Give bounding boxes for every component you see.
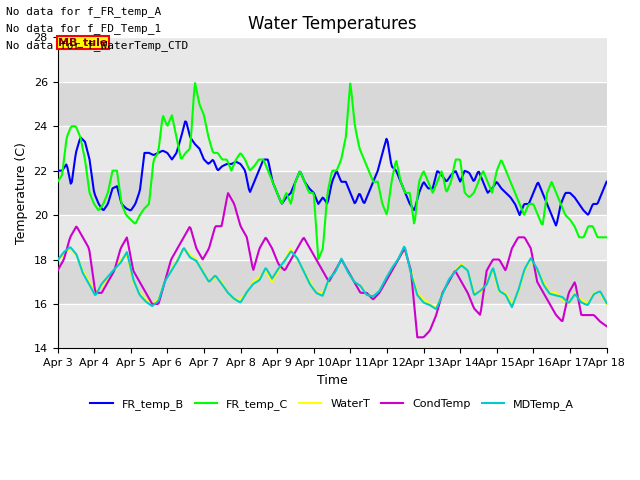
MDTemp_A — [400, 244, 408, 250]
FR_temp_B — [316, 200, 323, 205]
Text: MB_tule: MB_tule — [58, 37, 108, 48]
WaterT — [381, 279, 389, 285]
CondTemp — [224, 190, 232, 196]
CondTemp — [381, 279, 389, 285]
FR_temp_C — [506, 177, 513, 183]
WaterT — [432, 305, 440, 311]
WaterT — [180, 246, 188, 252]
FR_temp_B — [603, 179, 611, 185]
FR_temp_C — [353, 132, 361, 138]
Text: No data for f_WaterTemp_CTD: No data for f_WaterTemp_CTD — [6, 40, 189, 51]
WaterT — [352, 280, 360, 286]
WaterT — [319, 290, 326, 296]
Line: CondTemp: CondTemp — [58, 193, 607, 337]
MDTemp_A — [317, 293, 325, 299]
FR_temp_C — [603, 234, 611, 240]
MDTemp_A — [603, 300, 611, 306]
Bar — [58, 82, 607, 126]
CondTemp — [413, 335, 421, 340]
CondTemp — [319, 268, 326, 274]
FR_temp_C — [54, 179, 61, 185]
Line: FR_temp_C: FR_temp_C — [58, 83, 607, 259]
Legend: FR_temp_B, FR_temp_C, WaterT, CondTemp, MDTemp_A: FR_temp_B, FR_temp_C, WaterT, CondTemp, … — [86, 395, 578, 414]
MDTemp_A — [380, 278, 388, 284]
MDTemp_A — [351, 279, 358, 285]
Text: No data for f_FR_temp_A: No data for f_FR_temp_A — [6, 6, 162, 17]
MDTemp_A — [432, 306, 440, 312]
FR_temp_C — [314, 256, 322, 262]
FR_temp_B — [181, 119, 189, 124]
FR_temp_B — [592, 201, 600, 207]
X-axis label: Time: Time — [317, 373, 348, 387]
Line: FR_temp_B: FR_temp_B — [58, 121, 607, 226]
CondTemp — [316, 262, 323, 268]
CondTemp — [506, 253, 513, 259]
FR_temp_B — [505, 192, 513, 198]
FR_temp_C — [191, 80, 199, 86]
Bar — [58, 171, 607, 215]
Text: No data for f_FD_Temp_1: No data for f_FD_Temp_1 — [6, 23, 162, 34]
FR_temp_C — [383, 211, 390, 217]
FR_temp_B — [352, 199, 360, 205]
WaterT — [506, 297, 513, 303]
FR_temp_B — [552, 223, 560, 228]
MDTemp_A — [506, 300, 513, 306]
Y-axis label: Temperature (C): Temperature (C) — [15, 142, 28, 244]
CondTemp — [54, 268, 61, 274]
WaterT — [592, 290, 600, 296]
CondTemp — [603, 324, 611, 329]
FR_temp_B — [381, 140, 389, 145]
WaterT — [316, 290, 323, 296]
WaterT — [54, 257, 61, 263]
FR_temp_C — [320, 235, 328, 240]
FR_temp_C — [317, 252, 324, 257]
CondTemp — [592, 314, 600, 320]
MDTemp_A — [592, 290, 600, 296]
MDTemp_A — [314, 291, 322, 297]
Line: WaterT: WaterT — [58, 249, 607, 308]
Line: MDTemp_A: MDTemp_A — [58, 247, 607, 309]
FR_temp_C — [592, 230, 600, 236]
WaterT — [603, 301, 611, 307]
MDTemp_A — [54, 257, 61, 263]
FR_temp_B — [319, 195, 326, 201]
CondTemp — [352, 282, 360, 288]
FR_temp_B — [54, 168, 61, 174]
Bar — [58, 260, 607, 304]
Title: Water Temperatures: Water Temperatures — [248, 15, 417, 33]
